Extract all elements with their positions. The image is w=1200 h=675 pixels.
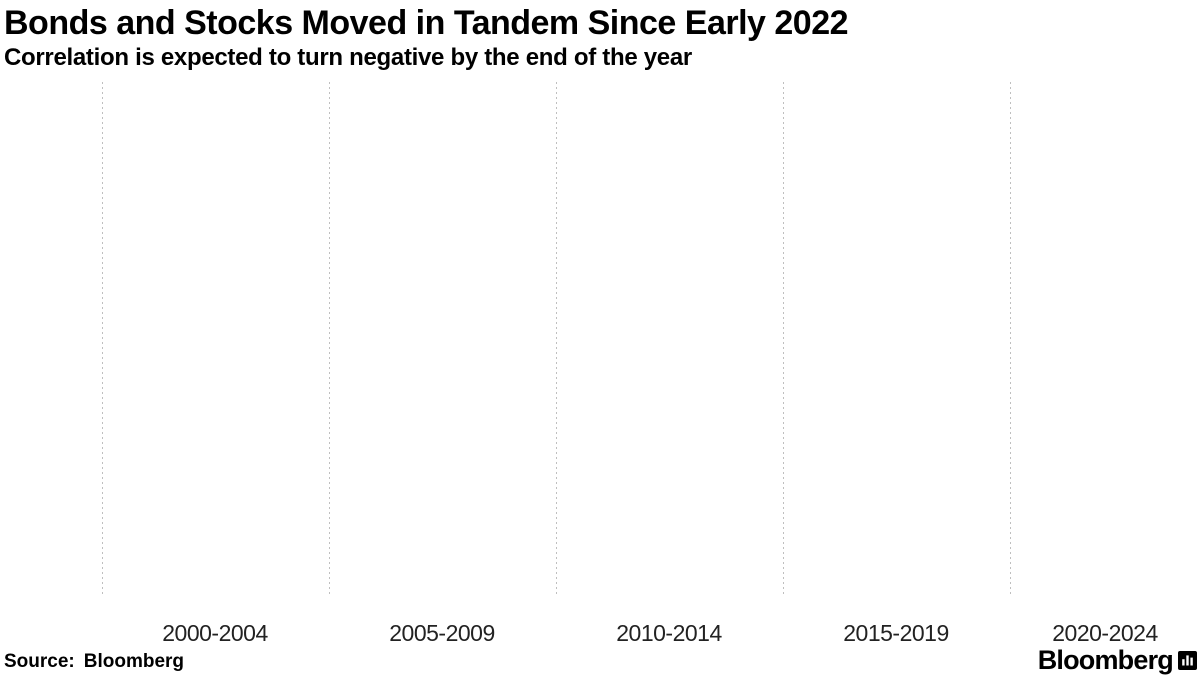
source-value: Bloomberg <box>83 651 185 672</box>
gridline <box>329 82 330 596</box>
x-axis: 2000-2004 2005-2009 2010-2014 2015-2019 … <box>0 620 1200 648</box>
chart-title: Bonds and Stocks Moved in Tandem Since E… <box>4 4 849 42</box>
bloomberg-logo: Bloomberg <box>1038 645 1197 675</box>
bloomberg-bars-icon <box>1178 651 1197 670</box>
chart-subtitle: Correlation is expected to turn negative… <box>4 44 692 71</box>
bloomberg-logo-text: Bloomberg <box>1037 645 1174 675</box>
x-axis-label: 2020-2024 <box>1052 620 1158 646</box>
x-axis-label: 2010-2014 <box>616 620 722 646</box>
gridline <box>556 82 557 596</box>
source-label: Source: <box>4 651 75 672</box>
x-axis-label: 2000-2004 <box>162 620 268 646</box>
x-axis-label: 2005-2009 <box>389 620 495 646</box>
plot-area <box>0 82 1200 596</box>
gridline <box>102 82 103 596</box>
gridline <box>783 82 784 596</box>
source-note: Source: Bloomberg <box>4 651 184 673</box>
x-axis-label: 2015-2019 <box>843 620 949 646</box>
gridline <box>1010 82 1011 596</box>
